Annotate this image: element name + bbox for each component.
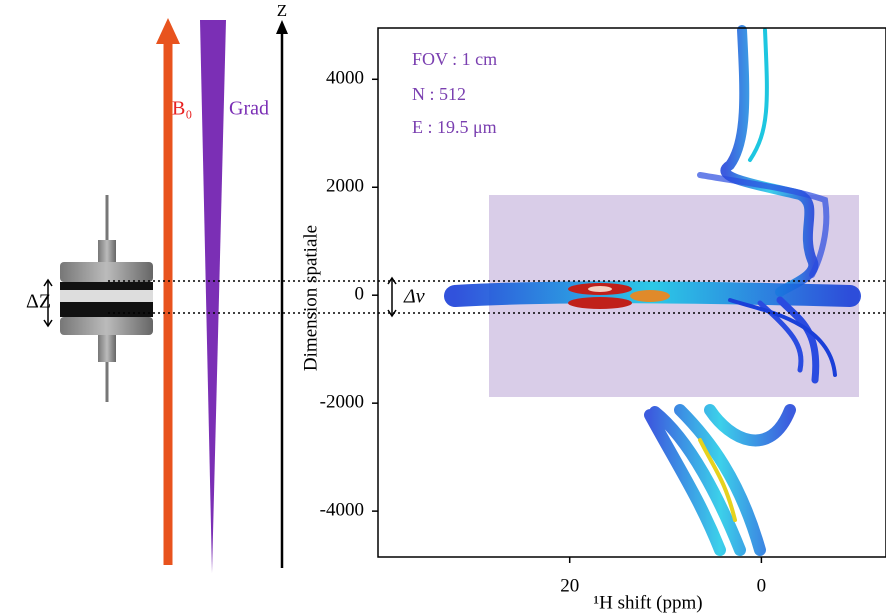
z-label: Z: [277, 1, 287, 20]
b0-label: B₀: [172, 98, 192, 120]
grad-label: Grad: [229, 98, 269, 120]
annotation: E : 19.5 μm: [412, 117, 497, 137]
y-axis-label: Dimension spatiale: [300, 225, 321, 371]
y-tick-label: -4000: [320, 499, 364, 520]
plot-frame: [377, 27, 886, 558]
annotation: FOV : 1 cm: [412, 49, 497, 69]
plot-area: Δν FOV : 1 cm N : 512 E : 19.5 μm Dimens…: [108, 25, 886, 613]
x-axis-label: ¹H shift (ppm): [593, 592, 702, 613]
annotation: N : 512: [412, 84, 466, 104]
y-tick-label: 4000: [326, 68, 364, 89]
y-tick-label: 2000: [326, 176, 364, 197]
dz-label: ΔZ: [26, 291, 51, 313]
dnu-label: Δν: [403, 286, 425, 308]
sample-diagram: ΔZ B₀ Grad Z: [26, 1, 288, 573]
y-tick-label: -2000: [320, 392, 364, 413]
x-tick-label: 0: [757, 575, 767, 596]
x-tick-label: 20: [560, 575, 579, 596]
spectrum-image: [444, 25, 861, 556]
y-tick-label: 0: [355, 284, 365, 305]
